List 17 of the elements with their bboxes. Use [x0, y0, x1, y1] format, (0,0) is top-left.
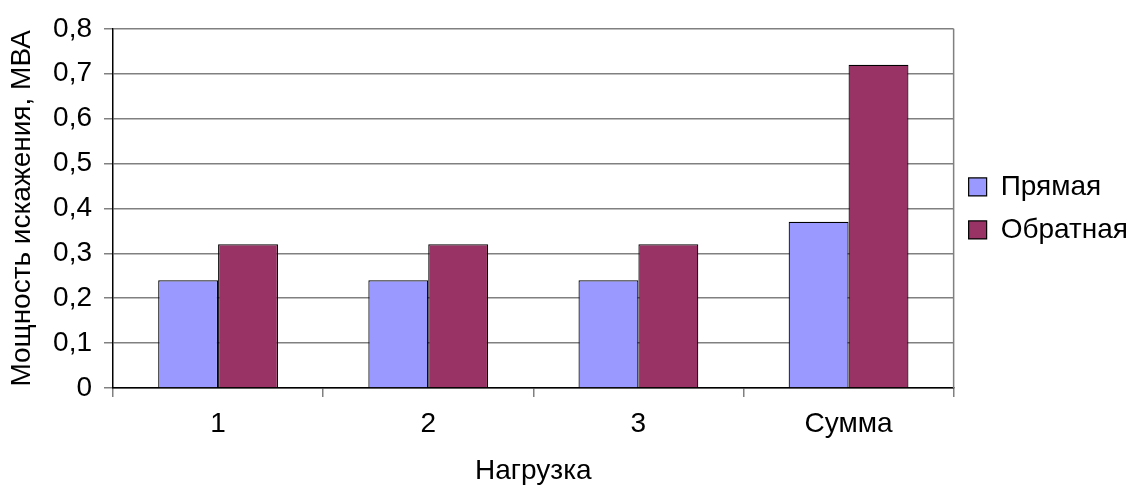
legend-label: Обратная [1000, 212, 1129, 244]
x-tick-label: Сумма [804, 406, 893, 438]
y-tick-label: 0,3 [53, 236, 92, 268]
y-tick-label: 0,6 [53, 101, 92, 133]
x-tick-label: 3 [630, 406, 647, 438]
y-tick-label: 0,2 [53, 280, 92, 312]
y-tick-label: 0,4 [53, 191, 92, 223]
y-tick-label: 0 [76, 370, 92, 402]
y-tick-label: 0,5 [53, 146, 92, 178]
y-tick-label: 0,1 [53, 325, 92, 357]
x-tick-label: 1 [210, 406, 226, 438]
y-tick-label: 0,8 [53, 11, 92, 43]
y-tick-label: 0,7 [53, 56, 92, 88]
x-axis-title: Нагрузка [475, 453, 593, 485]
legend-label: Прямая [1000, 169, 1102, 201]
x-tick-label: 2 [420, 406, 437, 438]
y-axis-title: Мощность искажения, МВА [4, 29, 36, 387]
